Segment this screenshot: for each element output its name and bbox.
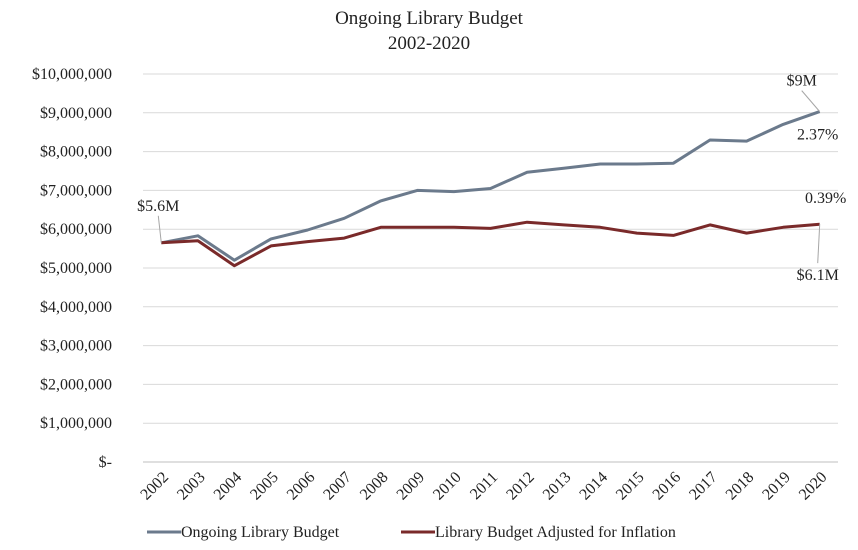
y-tick-label: $3,000,000 [40,338,112,355]
x-axis-ticks: 2002 2003 2004 2005 2006 2007 2008 2009 2010 2011… [137,469,830,504]
series-line-1 [161,220,820,268]
x-tick-label: 2020 [796,469,831,504]
series-line-0 [161,110,821,262]
chart-title: Ongoing Library Budget [335,8,524,29]
y-tick-label: $4,000,000 [40,299,112,316]
y-axis-ticks: $- $1,000,000 $2,000,000 $3,000,000 $4,000,0… [32,66,112,471]
annotation-label: $9M [787,73,817,90]
x-tick-label: 2012 [503,469,538,504]
y-tick-label: $2,000,000 [40,376,112,393]
x-tick-label: 2005 [247,469,282,504]
annotation-label: $6.1M [797,267,839,284]
annotation-leader [801,90,821,112]
x-tick-label: 2004 [211,469,246,504]
y-tick-label: $1,000,000 [40,415,112,432]
annotation-label: 2.37% [797,127,838,144]
x-tick-label: 2019 [759,469,794,504]
x-tick-label: 2003 [174,469,209,504]
y-tick-label: $8,000,000 [40,144,112,161]
y-tick-label: $- [99,454,112,471]
x-tick-label: 2017 [686,469,721,504]
y-tick-label: $10,000,000 [32,66,112,83]
x-tick-label: 2015 [613,469,648,504]
y-tick-label: $5,000,000 [40,260,112,277]
y-tick-label: $6,000,000 [40,221,112,238]
annotations: $5.6M $9M 2.37% 0.39% $6.1M [137,73,846,285]
legend-label: Library Budget Adjusted for Inflation [435,524,676,541]
x-tick-label: 2008 [357,469,392,504]
annotation-label: 0.39% [805,190,846,207]
x-tick-label: 2011 [467,469,501,503]
gridlines [143,73,838,463]
series-lines [161,110,821,268]
annotation-leader [157,215,162,243]
x-tick-label: 2002 [137,469,172,504]
chart-subtitle: 2002-2020 [388,33,470,54]
y-tick-label: $9,000,000 [40,105,112,122]
x-tick-label: 2010 [430,469,465,504]
x-tick-label: 2014 [576,469,611,504]
legend-label: Ongoing Library Budget [181,524,340,541]
x-tick-label: 2007 [320,469,355,504]
y-tick-label: $7,000,000 [40,182,112,199]
x-tick-label: 2016 [650,469,685,504]
legend: Ongoing Library Budget Library Budget Adj… [147,524,676,541]
x-tick-label: 2013 [540,469,575,504]
x-tick-label: 2018 [723,469,758,504]
annotation-label: $5.6M [137,198,179,215]
x-tick-label: 2009 [394,469,429,504]
annotation-leader [817,224,821,264]
x-tick-label: 2006 [284,469,319,504]
